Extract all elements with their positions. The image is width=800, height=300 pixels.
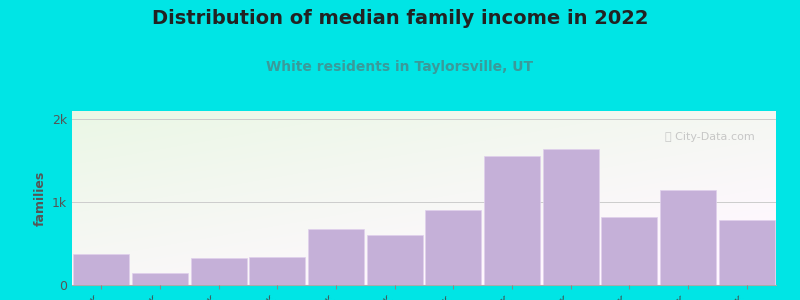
Bar [250,257,305,285]
Bar [366,235,422,285]
Bar [308,229,364,285]
Bar [660,190,716,285]
Bar [426,210,482,285]
Bar [74,254,129,285]
Y-axis label: families: families [34,170,46,226]
Bar [484,156,540,285]
Text: Distribution of median family income in 2022: Distribution of median family income in … [152,9,648,28]
Bar [132,273,188,285]
Bar [543,149,598,285]
Bar [190,258,246,285]
Bar [719,220,774,285]
Bar [602,217,658,285]
Text: ⓘ City-Data.com: ⓘ City-Data.com [665,132,755,142]
Text: White residents in Taylorsville, UT: White residents in Taylorsville, UT [266,60,534,74]
